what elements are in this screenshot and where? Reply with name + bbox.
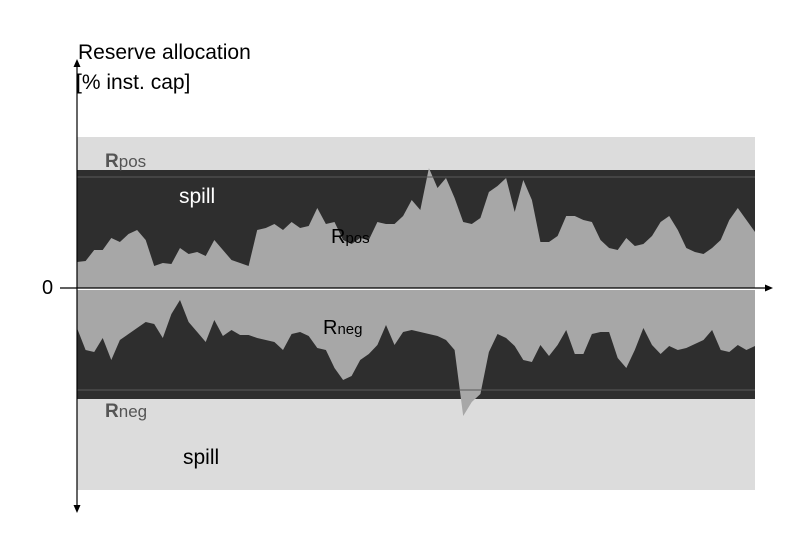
y-axis xyxy=(73,59,81,513)
rneg-band-label: Rneg xyxy=(105,401,147,422)
spill-upper-label: spill xyxy=(179,185,215,208)
rpos-band-label-main: R xyxy=(105,151,119,172)
rpos-area-label-main: R xyxy=(331,226,345,248)
x-axis-arrow xyxy=(765,284,773,292)
rneg-area-label-sub: neg xyxy=(337,321,362,338)
rneg-band-label-sub: neg xyxy=(119,402,147,421)
rneg-area-label-main: R xyxy=(323,317,337,339)
rneg-band-label-main: R xyxy=(105,401,119,422)
x-axis xyxy=(60,284,773,292)
y-axis-arrow-up xyxy=(73,59,81,67)
y-axis-label-line1: Reserve allocation xyxy=(78,41,251,64)
spill-lower-label: spill xyxy=(183,446,219,469)
rpos-area-label-sub: pos xyxy=(345,230,369,247)
y-axis-arrow-down xyxy=(73,505,81,513)
rpos-band-label-sub: pos xyxy=(119,152,146,171)
negative-reserve-area xyxy=(77,290,755,416)
rpos-area-label: Rpos xyxy=(331,226,370,248)
rneg-area-label: Rneg xyxy=(323,317,362,339)
rpos-band-label: Rpos xyxy=(105,151,146,172)
y-axis-label-line2: [% inst. cap] xyxy=(76,71,190,94)
zero-label: 0 xyxy=(42,277,53,299)
positive-reserve-area xyxy=(77,168,755,288)
